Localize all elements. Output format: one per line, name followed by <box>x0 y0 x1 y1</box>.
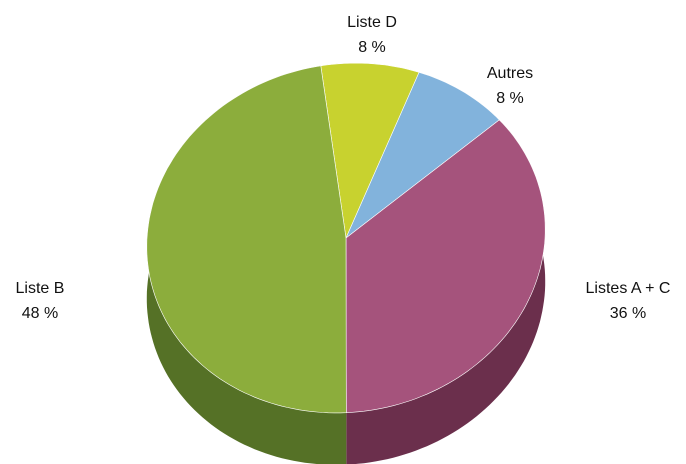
slice-value-listes-a-c: 36 % <box>610 305 646 322</box>
pie-side-listes-a-c <box>346 119 546 464</box>
pie-slice-liste-b <box>146 65 347 414</box>
slice-label-liste-b: Liste B <box>16 280 65 297</box>
pie-slice-liste-d <box>320 62 420 240</box>
pie-slice-autres <box>345 71 500 239</box>
slice-value-autres: 8 % <box>496 90 524 107</box>
slice-value-liste-d: 8 % <box>358 39 386 56</box>
slice-label-liste-d: Liste D <box>347 14 397 31</box>
slice-label-autres: Autres <box>487 65 533 82</box>
pie-slice-listes-a-c <box>345 119 546 414</box>
slice-value-liste-b: 48 % <box>22 305 58 322</box>
slice-label-listes-a-c: Listes A + C <box>586 280 671 297</box>
pie-slices <box>146 62 546 414</box>
